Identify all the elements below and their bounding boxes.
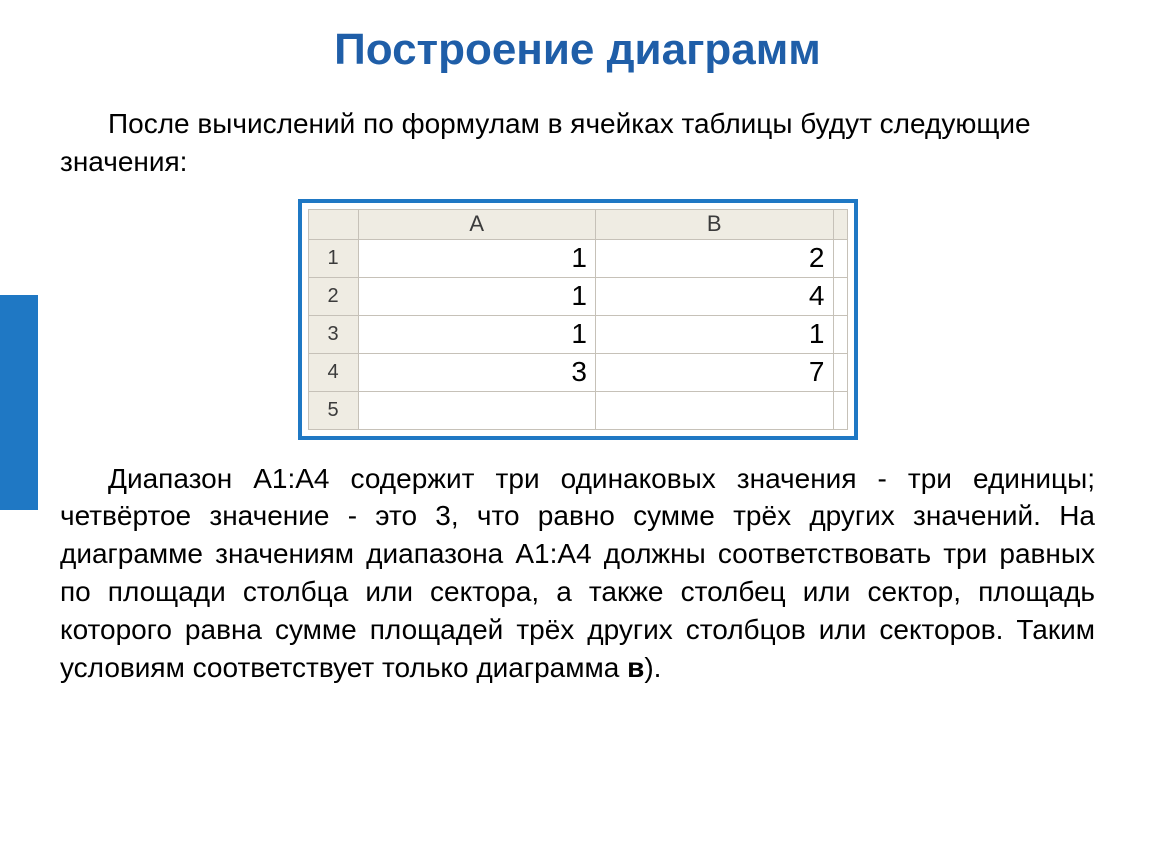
row-header: 1 [308, 239, 358, 277]
cell: 3 [358, 353, 596, 391]
row-header: 3 [308, 315, 358, 353]
intro-paragraph: После вычислений по формулам в ячейках т… [60, 105, 1095, 181]
slide-content: Построение диаграмм После вычислений по … [0, 0, 1150, 864]
cell: 2 [596, 239, 834, 277]
cell: 1 [358, 277, 596, 315]
spreadsheet-table: A B 1 1 2 2 1 4 3 [308, 209, 848, 430]
table-row: 4 3 7 [308, 353, 847, 391]
row-header: 2 [308, 277, 358, 315]
col-header-b: B [596, 209, 834, 239]
cell: 7 [596, 353, 834, 391]
cell: 1 [358, 315, 596, 353]
cell-gutter [833, 315, 847, 353]
row-header: 4 [308, 353, 358, 391]
col-header-a: A [358, 209, 596, 239]
cell: 1 [358, 239, 596, 277]
cell: 1 [596, 315, 834, 353]
table-corner [308, 209, 358, 239]
cell [596, 391, 834, 429]
body-text-post: ). [644, 652, 661, 683]
slide-title: Построение диаграмм [60, 25, 1095, 75]
body-text-bold: в [627, 652, 644, 683]
spreadsheet-frame: A B 1 1 2 2 1 4 3 [298, 199, 858, 440]
body-paragraph: Диапазон A1:A4 содержит три одинаковых з… [60, 460, 1095, 687]
row-header: 5 [308, 391, 358, 429]
cell-gutter [833, 239, 847, 277]
cell-gutter [833, 391, 847, 429]
col-header-gutter [833, 209, 847, 239]
cell [358, 391, 596, 429]
cell-gutter [833, 277, 847, 315]
table-row: 5 [308, 391, 847, 429]
table-row: 2 1 4 [308, 277, 847, 315]
table-row: 1 1 2 [308, 239, 847, 277]
table-row: 3 1 1 [308, 315, 847, 353]
cell: 4 [596, 277, 834, 315]
side-accent-bar [0, 295, 38, 510]
cell-gutter [833, 353, 847, 391]
body-text-pre: Диапазон A1:A4 содержит три одинаковых з… [60, 463, 1095, 683]
